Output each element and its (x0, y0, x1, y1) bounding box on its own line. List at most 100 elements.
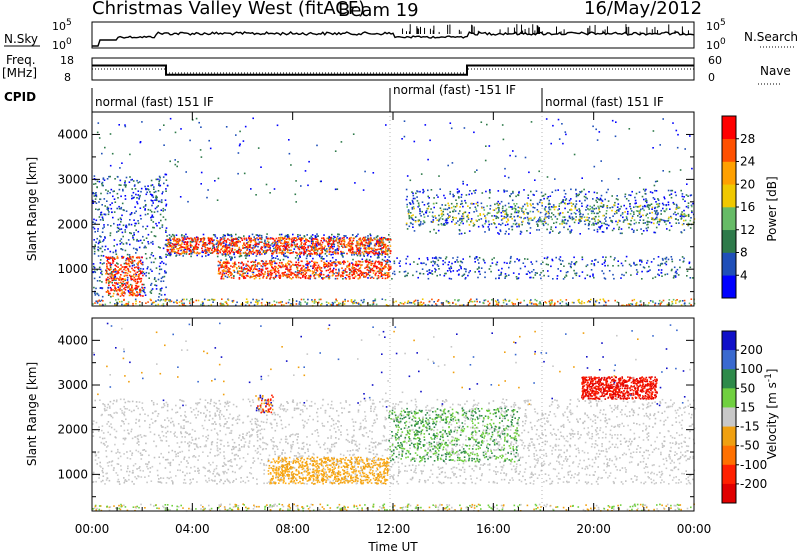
power-echo-pixel (565, 223, 567, 225)
power-echo-pixel (99, 276, 101, 278)
power-echo-pixel (446, 256, 448, 258)
power-echo-pixel (500, 274, 502, 276)
power-echo-pixel (279, 260, 281, 262)
power-echo-pixel (418, 204, 420, 206)
power-echo-pixel (118, 230, 120, 232)
power-echo-pixel (477, 215, 479, 217)
power-echo-pixel (100, 269, 102, 271)
power-echo-pixel (465, 211, 467, 213)
power-echo-pixel (154, 279, 156, 281)
power-echo-pixel (216, 237, 218, 239)
power-echo-pixel (144, 186, 146, 188)
power-echo-pixel (645, 193, 647, 195)
power-echo-pixel (417, 263, 419, 265)
power-echo-pixel (451, 207, 453, 209)
power-echo-pixel (239, 249, 241, 251)
power-echo-pixel (516, 276, 518, 278)
power-echo-pixel (324, 277, 326, 279)
power-echo-pixel (132, 237, 134, 239)
power-echo-pixel (376, 266, 378, 268)
power-echo-pixel (360, 271, 362, 273)
power-echo-pixel (675, 195, 677, 197)
power-echo-pixel (518, 260, 520, 262)
power-echo-pixel (462, 262, 464, 264)
power-echo-pixel (378, 263, 380, 265)
power-echo-pixel (512, 229, 514, 231)
power-echo-pixel (488, 221, 490, 223)
power-echo-pixel (438, 224, 440, 226)
power-echo-pixel (131, 224, 133, 226)
power-echo-pixel (518, 226, 520, 228)
power-echo-pixel (264, 250, 266, 252)
power-echo-pixel (191, 253, 193, 255)
power-echo-pixel (179, 239, 181, 241)
power-echo-pixel (531, 271, 533, 273)
power-echo-pixel (287, 238, 289, 240)
power-echo-pixel (597, 231, 599, 233)
power-echo-pixel (554, 206, 556, 208)
power-echo-pixel (114, 274, 116, 276)
power-echo-pixel (513, 272, 515, 274)
power-echo-pixel (364, 248, 366, 250)
power-echo-pixel (543, 198, 545, 200)
power-echo-pixel (353, 277, 355, 279)
power-echo-pixel (243, 276, 245, 278)
power-echo-pixel (564, 277, 566, 279)
power-echo-pixel (330, 268, 332, 270)
power-echo-pixel (412, 226, 414, 228)
power-echo-pixel (338, 246, 340, 248)
power-echo-pixel (469, 212, 471, 214)
power-echo-pixel (131, 268, 133, 270)
power-echo-pixel (359, 264, 361, 266)
power-echo-pixel (377, 239, 379, 241)
power-echo-pixel (445, 258, 447, 260)
power-echo-pixel (682, 196, 684, 198)
power-echo-pixel (222, 246, 224, 248)
power-echo-pixel (602, 256, 604, 258)
power-echo-pixel (159, 228, 161, 230)
power-echo-pixel (649, 269, 651, 271)
power-echo-pixel (677, 207, 679, 209)
power-echo-pixel (643, 210, 645, 212)
power-echo-pixel (342, 247, 344, 249)
date-label: 16/May/2012 (584, 0, 702, 19)
power-echo-pixel (381, 247, 383, 249)
power-echo-pixel (254, 238, 256, 240)
power-echo-pixel (140, 215, 142, 217)
power-echo-pixel (137, 220, 139, 222)
power-echo-pixel (340, 276, 342, 278)
power-echo-pixel (357, 274, 359, 276)
power-echo-pixel (176, 238, 178, 240)
power-echo-pixel (494, 223, 496, 225)
power-echo-pixel (406, 258, 408, 260)
power-echo-pixel (139, 291, 141, 293)
power-echo-pixel (668, 204, 670, 206)
power-echo-pixel (457, 270, 459, 272)
power-echo-pixel (603, 205, 605, 207)
power-echo-pixel (614, 257, 616, 259)
power-echo-pixel (611, 210, 613, 212)
power-echo-pixel (127, 257, 129, 259)
power-echo-pixel (315, 237, 317, 239)
power-echo-pixel (417, 191, 419, 193)
power-echo-pixel (498, 223, 500, 225)
power-echo-pixel (678, 222, 680, 224)
power-echo-pixel (322, 278, 324, 280)
power-echo-pixel (225, 247, 227, 249)
power-echo-pixel (303, 243, 305, 245)
power-echo-pixel (651, 208, 653, 210)
power-echo-pixel (251, 247, 253, 249)
power-echo-pixel (96, 202, 98, 204)
cpid-label: CPID (4, 90, 36, 104)
power-echo-pixel (491, 223, 493, 225)
power-echo-pixel (360, 253, 362, 255)
power-echo-pixel (358, 253, 360, 255)
power-echo-pixel (217, 256, 219, 258)
power-echo-pixel (643, 199, 645, 201)
power-echo-pixel (351, 245, 353, 247)
power-echo-pixel (160, 262, 162, 264)
power-echo-pixel (576, 210, 578, 212)
power-echo-pixel (100, 259, 102, 261)
power-echo-pixel (148, 234, 150, 236)
power-echo-pixel (279, 248, 281, 250)
